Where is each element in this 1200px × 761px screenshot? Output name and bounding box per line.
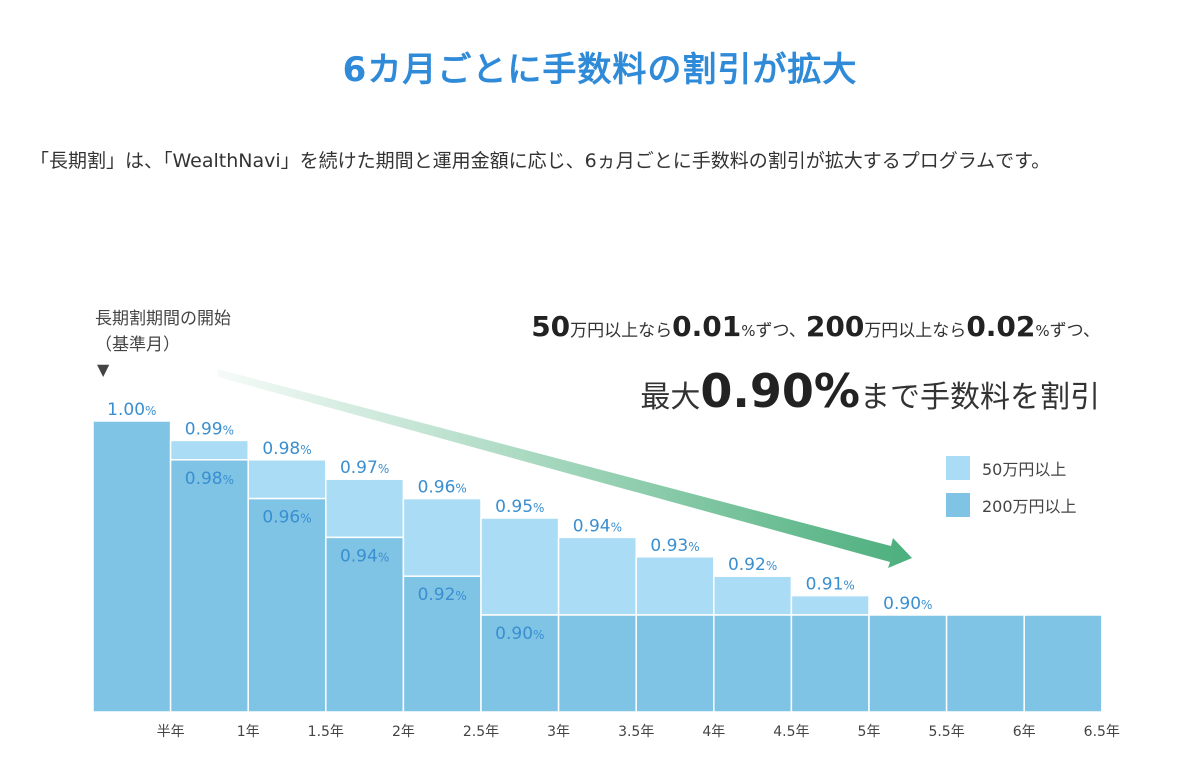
bar-50man-9 [790, 594, 870, 616]
headline-amount-200: 200 [805, 310, 865, 343]
legend-item-200: 200万円以上 [946, 493, 1077, 517]
discount-headline-line1: 50万円以上なら0.01%ずつ、200万円以上なら0.02%ずつ、 [531, 310, 1100, 343]
bar-50man-6 [557, 536, 637, 616]
bar-200man-0 [92, 420, 172, 713]
x-tick-8: 4.5年 [773, 724, 809, 740]
top-label-6: 0.94% [573, 516, 622, 536]
start-period-label-line1: 長期割期間の開始 [95, 309, 231, 329]
down-triangle-icon: ▼ [97, 360, 110, 379]
bar-200man-4 [402, 575, 482, 713]
headline-rate-001: 0.01 [672, 310, 742, 343]
bar-200man-12 [1023, 614, 1103, 713]
legend-swatch-50 [946, 456, 970, 480]
headline-max-value: 0.90% [700, 364, 860, 418]
top-label-3: 0.97% [340, 458, 389, 478]
x-tick-12: 6.5年 [1084, 724, 1120, 740]
headline-max-suffix: まで手数料を割引 [860, 380, 1100, 415]
top-label-8: 0.92% [728, 555, 777, 575]
x-tick-1: 1年 [237, 724, 260, 740]
top-label-0: 1.00% [107, 400, 156, 420]
x-tick-4: 2.5年 [463, 724, 499, 740]
headline-tail-2: ずつ、 [1049, 321, 1100, 341]
top-label-4: 0.96% [418, 478, 467, 498]
legend-swatch-200 [946, 493, 970, 517]
headline-rate-002: 0.02 [966, 310, 1036, 343]
legend-label-200: 200万円以上 [982, 497, 1077, 516]
lower-label-2: 0.96% [262, 508, 311, 528]
chart-legend: 50万円以上 200万円以上 [946, 456, 1077, 530]
intro-text: 「長期割」は、「WealthNavi」を続けた期間と運用金額に応じ、6ヵ月ごとに… [30, 150, 1051, 172]
bar-200man-9 [790, 614, 870, 713]
x-tick-9: 5年 [858, 724, 881, 740]
bar-50man-4 [402, 497, 482, 577]
trend-arrow [217, 369, 912, 568]
top-label-5: 0.95% [495, 497, 544, 517]
x-tick-10: 5.5年 [928, 724, 964, 740]
page-title: 6カ月ごとに手数料の割引が拡大 [342, 50, 858, 90]
bar-200man-6 [557, 614, 637, 713]
bar-50man-7 [635, 556, 715, 616]
headline-pct-2: % [1035, 322, 1050, 340]
headline-amount-50: 50 [531, 310, 571, 343]
lower-label-1: 0.98% [185, 469, 234, 489]
headline-tail-1: ずつ、 [755, 321, 806, 341]
start-period-label-line2: （基準月） [95, 335, 180, 355]
x-tick-2: 1.5年 [308, 724, 344, 740]
bar-50man-8 [713, 575, 793, 616]
headline-max-prefix: 最大 [640, 380, 701, 415]
bar-200man-3 [325, 536, 405, 713]
x-tick-0: 半年 [157, 724, 185, 740]
x-tick-3: 2年 [392, 724, 415, 740]
x-tick-6: 3.5年 [618, 724, 654, 740]
bar-50man-5 [480, 517, 560, 616]
x-tick-7: 4年 [702, 724, 725, 740]
top-label-10: 0.90% [883, 594, 932, 614]
bar-200man-11 [945, 614, 1025, 713]
headline-unit-50: 万円以上なら [570, 321, 673, 341]
discount-headline-line2: 最大0.90%まで手数料を割引 [640, 364, 1100, 418]
x-tick-5: 3年 [547, 724, 570, 740]
bar-200man-10 [868, 614, 948, 713]
bar-50man-3 [325, 478, 405, 539]
start-period-label: 長期割期間の開始 （基準月） [95, 306, 231, 358]
legend-label-50: 50万円以上 [982, 460, 1067, 479]
bar-200man-8 [713, 614, 793, 713]
lower-label-3: 0.94% [340, 546, 389, 566]
top-label-7: 0.93% [650, 536, 699, 556]
headline-pct-1: % [741, 322, 756, 340]
top-label-2: 0.98% [262, 439, 311, 459]
bar-200man-2 [247, 497, 327, 713]
top-label-1: 0.99% [185, 419, 234, 439]
bar-50man-2 [247, 459, 327, 500]
bar-200man-7 [635, 614, 715, 713]
top-label-9: 0.91% [806, 575, 855, 595]
x-tick-11: 6年 [1013, 724, 1036, 740]
bar-200man-1 [169, 459, 249, 713]
headline-unit-200: 万円以上なら [864, 321, 967, 341]
bar-50man-1 [169, 439, 249, 461]
lower-label-4: 0.92% [418, 585, 467, 605]
legend-item-50: 50万円以上 [946, 456, 1077, 480]
lower-label-5: 0.90% [495, 624, 544, 644]
bar-200man-5 [480, 614, 560, 713]
